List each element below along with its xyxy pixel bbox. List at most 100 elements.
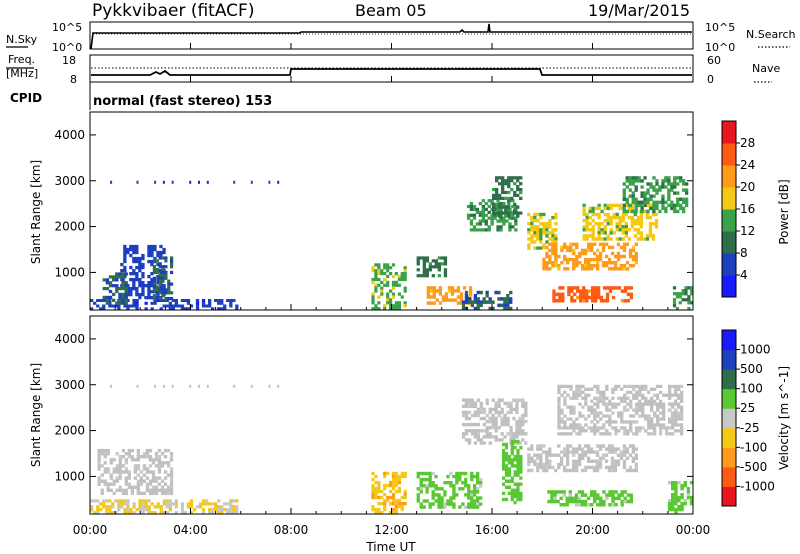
- heatmap-cell: [608, 420, 612, 424]
- heatmap-cell: [151, 470, 156, 474]
- heatmap-cell: [147, 293, 151, 297]
- heatmap-cell: [638, 426, 642, 430]
- heatmap-cell: [473, 297, 477, 301]
- heatmap-cell: [618, 218, 622, 223]
- heatmap-cell: [502, 476, 506, 480]
- heatmap-cell: [608, 493, 612, 497]
- heatmap-cell: [665, 432, 669, 436]
- heatmap-cell: [495, 211, 499, 215]
- heatmap-cell: [488, 410, 492, 415]
- heatmap-cell: [676, 191, 680, 195]
- heatmap-cell: [229, 505, 233, 509]
- heatmap-cell: [403, 471, 407, 476]
- heatmap-cell: [167, 288, 171, 292]
- heatmap-cell: [422, 505, 426, 509]
- heatmap-cell: [504, 473, 509, 477]
- heatmap-cell: [557, 387, 561, 391]
- heatmap-cell: [161, 256, 165, 260]
- heatmap-cell: [554, 453, 558, 457]
- heatmap-cell: [597, 292, 601, 297]
- heatmap-cell: [507, 485, 511, 489]
- heatmap-cell: [434, 259, 438, 263]
- heatmap-cell: [510, 452, 514, 456]
- heatmap-cell: [680, 405, 684, 409]
- heatmap-cell: [374, 289, 378, 293]
- heatmap-cell: [123, 253, 127, 258]
- heatmap-cell: [500, 432, 504, 436]
- heatmap-cell: [138, 281, 142, 285]
- heatmap-cell: [548, 257, 552, 262]
- heatmap-cell: [632, 384, 636, 389]
- heatmap-cell: [394, 272, 398, 276]
- heatmap-cell: [588, 289, 592, 293]
- heatmap-cell: [602, 499, 606, 504]
- heatmap-cell: [491, 435, 495, 439]
- heatmap-cell: [497, 303, 501, 308]
- heatmap-cell: [587, 257, 591, 262]
- heatmap-cell: [374, 492, 378, 497]
- heatmap-cell: [510, 214, 514, 218]
- heatmap-cell: [459, 301, 464, 305]
- heatmap-cell: [591, 295, 595, 300]
- heatmap-cell: [560, 393, 564, 397]
- heatmap-cell: [671, 496, 675, 500]
- heatmap-cell: [622, 264, 627, 268]
- heatmap-cell: [374, 480, 378, 485]
- heatmap-cell: [626, 396, 630, 400]
- heatmap-cell: [637, 200, 641, 204]
- heatmap-cell: [519, 182, 523, 186]
- heatmap-cell: [641, 402, 645, 406]
- heatmap-cell: [668, 426, 672, 430]
- heatmap-cell: [581, 251, 585, 256]
- heatmap-cell: [624, 212, 628, 217]
- heatmap-cell: [527, 228, 531, 232]
- heatmap-cell: [590, 245, 594, 250]
- heatmap-cell: [141, 505, 145, 509]
- heatmap-cell: [507, 211, 511, 215]
- heatmap-cell: [391, 511, 396, 515]
- heatmap-cell: [419, 481, 423, 485]
- heatmap-cell: [135, 247, 139, 252]
- heatmap-cell: [581, 390, 585, 394]
- heatmap-cell: [626, 432, 630, 436]
- heatmap-cell: [676, 200, 680, 204]
- heatmap-cell: [602, 396, 606, 400]
- heatmap-cell: [206, 384, 209, 388]
- heatmap-cell: [470, 429, 475, 433]
- heatmap-cell: [621, 231, 625, 235]
- heatmap-cell: [153, 301, 157, 305]
- heatmap-cell: [667, 499, 672, 503]
- heatmap-cell: [220, 508, 224, 512]
- heatmap-cell: [558, 299, 562, 303]
- heatmap-cell: [148, 479, 153, 483]
- heatmap-cell: [472, 207, 477, 211]
- heatmap-cell: [97, 476, 101, 480]
- heatmap-cell: [645, 203, 650, 208]
- heatmap-cell: [153, 244, 157, 249]
- heatmap-cell: [386, 495, 390, 500]
- heatmap-cell: [680, 493, 684, 497]
- heatmap-cell: [563, 426, 567, 430]
- heatmap-cell: [106, 467, 110, 471]
- heatmap-cell: [403, 289, 407, 293]
- heatmap-cell: [655, 200, 659, 204]
- heatmap-cell: [635, 384, 639, 389]
- heatmap-cell: [590, 267, 594, 271]
- heatmap-cell: [616, 242, 621, 246]
- heatmap-cell: [569, 411, 573, 415]
- heatmap-cell: [608, 399, 612, 403]
- heatmap-cell: [569, 450, 573, 454]
- heatmap-cell: [671, 414, 675, 418]
- heatmap-cell: [516, 482, 520, 486]
- heatmap-cell: [551, 465, 555, 470]
- heatmap-cell: [479, 401, 483, 405]
- heatmap-cell: [618, 237, 622, 241]
- heatmap-cell: [510, 476, 514, 480]
- heatmap-cell: [626, 299, 630, 303]
- heatmap-cell: [642, 209, 647, 214]
- heatmap-cell: [479, 484, 483, 488]
- heatmap-cell: [603, 206, 607, 211]
- heatmap-cell: [597, 228, 601, 232]
- colorbar-segment: [722, 486, 736, 507]
- heatmap-cell: [519, 491, 523, 496]
